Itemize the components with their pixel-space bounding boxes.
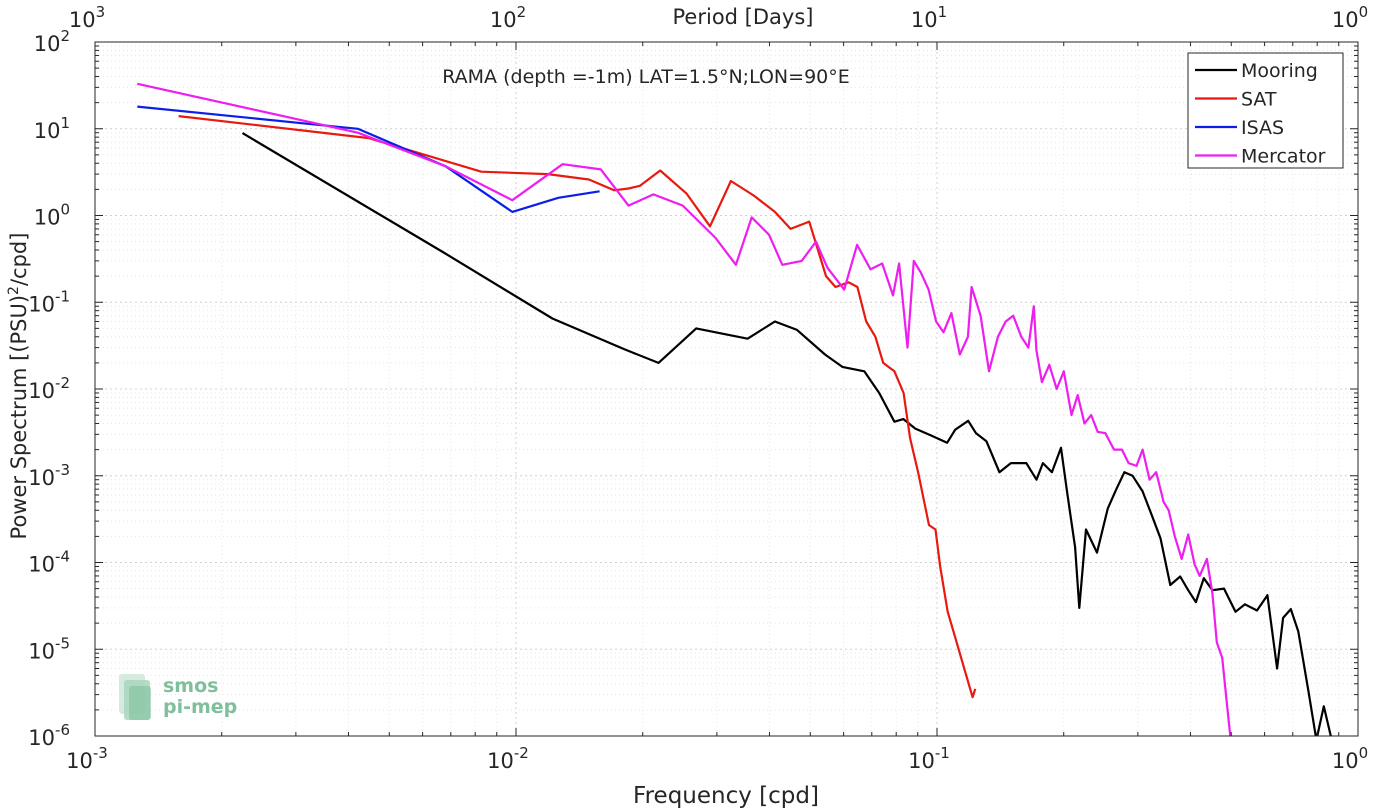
series-group (137, 82, 1332, 736)
logo-text-smos: smos (163, 675, 218, 697)
y-axis-label: Power Spectrum [(PSU)2/cpd] (6, 233, 31, 540)
x-tick-label: 100 (1332, 744, 1368, 773)
y-tick-label: 10-1 (28, 287, 70, 316)
x-axis-label: Frequency [cpd] (633, 783, 819, 809)
chart-title: RAMA (depth =-1m) LAT=1.5°N;LON=90°E (442, 66, 850, 88)
y-tick-label: 10-6 (28, 721, 70, 750)
top-tick-label: 102 (490, 3, 526, 32)
legend-box (1187, 52, 1344, 169)
series-line-mooring (241, 132, 1332, 736)
top-tick-label: 100 (1332, 3, 1368, 32)
legend-label-isas: ISAS (1241, 117, 1284, 139)
y-tick-label: 100 (34, 201, 70, 230)
x-tick-label: 10-3 (66, 744, 108, 773)
top-axis-label: Period [Days] (673, 5, 814, 29)
legend-label-mercator: Mercator (1241, 146, 1326, 168)
legend: Mooring SAT ISAS Mercator (1187, 52, 1344, 169)
legend-label-sat: SAT (1241, 89, 1277, 111)
y-tick-label: 10-4 (28, 548, 70, 577)
x-tick-label: 10-1 (908, 744, 950, 773)
x-tick-label: 10-2 (487, 744, 529, 773)
y-tick-label: 101 (34, 114, 70, 143)
y-tick-label: 10-2 (28, 374, 70, 403)
top-tick-label: 101 (911, 3, 947, 32)
logo-text-pi-mep: pi-mep (163, 696, 237, 718)
grid (95, 42, 1358, 736)
y-tick-label: 102 (34, 27, 70, 56)
series-line-mercator (137, 82, 1232, 736)
smos-pi-mep-logo: smos pi-mep (119, 674, 237, 720)
series-line-sat (178, 115, 977, 699)
legend-label-mooring: Mooring (1241, 60, 1318, 82)
top-tick-label: 103 (69, 3, 105, 32)
y-tick-label: 10-3 (28, 461, 70, 490)
y-tick-label: 10-5 (28, 634, 70, 663)
